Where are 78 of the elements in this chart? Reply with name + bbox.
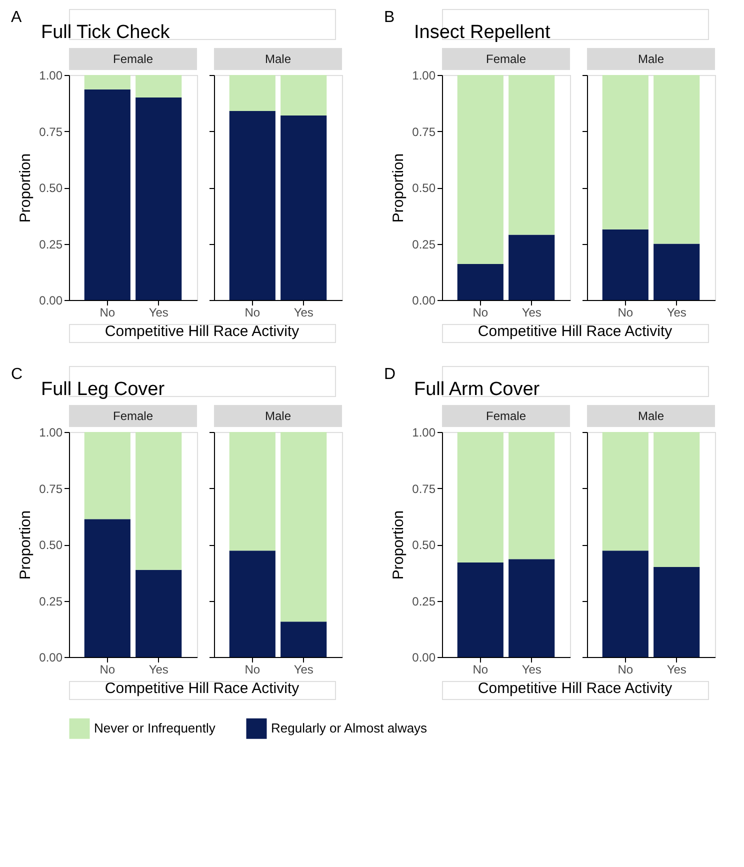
bar [84,75,130,90]
bar [84,432,130,520]
x-tick-label: No [100,306,116,320]
bar [136,432,182,570]
x-axis-title: Competitive Hill Race Activity [104,680,300,697]
y-tick-label: 0.75 [39,124,63,139]
chart-subtitle: Female [486,52,526,66]
y-tick-label: 0.75 [412,482,436,496]
chart-subtitle: Male [264,409,292,423]
bar [136,570,182,657]
x-tick-label: No [100,662,116,676]
chart-title: Insect Repellent [414,22,551,43]
x-axis-title: Competitive Hill Race Activity [478,323,673,340]
legend-label: Never or Infrequently [94,720,216,736]
x-tick-label: No [472,306,488,320]
bar [84,89,130,300]
y-tick-label: 1.00 [39,426,63,440]
chart-subtitle: Female [112,409,154,423]
x-tick-label: No [472,662,488,676]
y-tick-label: 0.25 [39,237,63,252]
y-tick-label: 0.25 [39,594,63,608]
chart-subtitle: Male [264,52,292,66]
y-tick-label: 0.25 [412,594,436,608]
x-tick-label: No [244,306,260,320]
y-tick-label: 0.00 [39,650,63,664]
x-tick-label: Yes [522,306,542,320]
chart-subtitle: Female [112,52,154,66]
text: D [384,366,396,383]
x-tick-label: No [244,662,260,676]
y-tick-label: 1.00 [412,68,436,82]
legend-label: Regularly or Almost always [271,720,428,736]
y-tick-label: 1.00 [39,68,63,82]
x-tick-label: Yes [148,306,168,320]
x-axis-title: Competitive Hill Race Activity [104,323,300,340]
bar [457,432,504,562]
y-tick-label: 1.00 [412,426,436,440]
bar [457,75,504,264]
x-tick-label: No [618,306,634,320]
y-axis-title: Proportion [17,510,34,580]
y-axis-title: Proportion [17,153,34,223]
x-tick-label: Yes [666,306,686,320]
y-tick-label: 0.50 [39,181,63,195]
y-tick-label: 0.50 [412,181,436,195]
bar [508,234,555,300]
chart-subtitle: Female [486,409,526,423]
bar [508,559,555,657]
chart-title: Full Tick Check [41,22,170,43]
x-tick-label: Yes [294,306,314,320]
x-tick-label: No [618,662,634,676]
chart-subtitle: Male [638,52,664,66]
chart-subtitle: Male [638,409,664,423]
x-tick-label: Yes [148,662,168,676]
chart-title: Full Leg Cover [41,379,166,400]
y-tick-label: 0.50 [39,538,63,552]
y-axis-title: Proportion [390,153,408,223]
chart-title: Full Arm Cover [414,379,540,400]
x-tick-label: Yes [666,662,686,676]
y-tick-label: 0.00 [412,650,436,664]
y-tick-label: 0.50 [412,538,436,552]
text: A [11,9,22,26]
text: B [384,9,395,26]
bar [84,519,130,657]
bar [136,75,182,98]
x-axis-title: Competitive Hill Race Activity [478,680,673,697]
bar [508,75,555,235]
x-tick-label: Yes [294,662,314,676]
bar [136,98,182,300]
bar [457,264,504,300]
bar [457,562,504,657]
bar [508,432,555,560]
y-tick-label: 0.00 [412,294,436,308]
x-tick-label: Yes [522,662,542,676]
y-tick-label: 0.25 [412,237,436,252]
y-axis-title: Proportion [390,510,408,580]
text: C [11,366,23,383]
y-tick-label: 0.75 [412,124,436,139]
y-tick-label: 0.75 [39,482,63,496]
y-tick-label: 0.00 [39,294,63,308]
